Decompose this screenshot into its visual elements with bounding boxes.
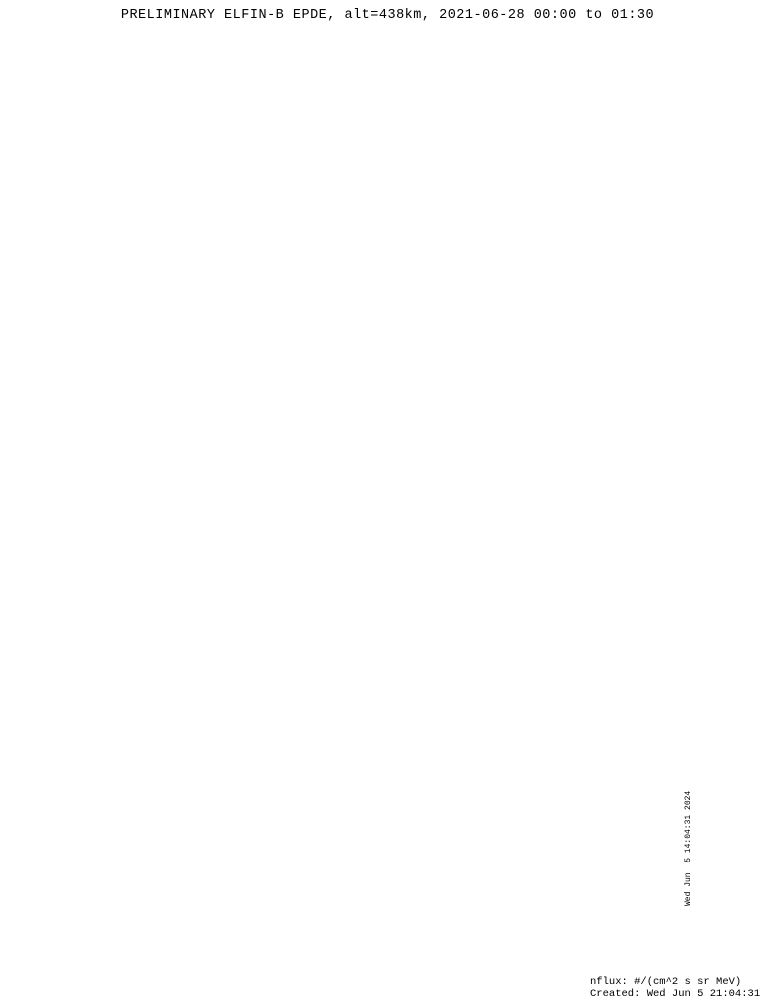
nflux-units-note: nflux: #/(cm^2 s sr MeV) [590, 976, 742, 988]
side-timestamp: Wed Jun 5 14:04:31 2024 [684, 790, 693, 906]
page-title: PRELIMINARY ELFIN-B EPDE, alt=438km, 202… [120, 8, 655, 23]
created-note: Created: Wed Jun 5 21:04:31 2024 [590, 988, 761, 1000]
